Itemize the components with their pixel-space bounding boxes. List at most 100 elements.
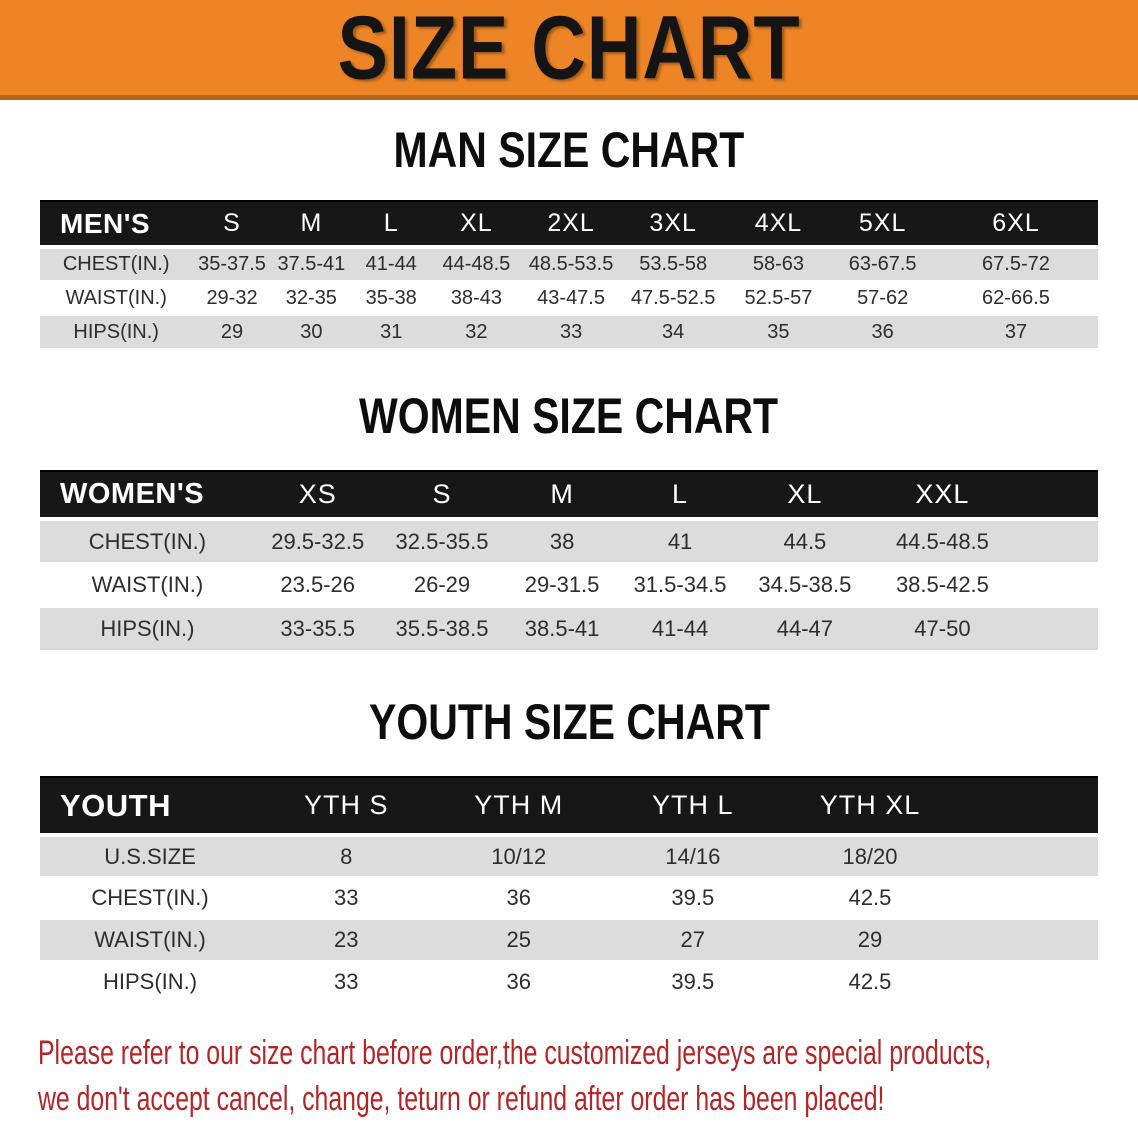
measurement-cell: 33 bbox=[260, 877, 433, 919]
measurement-cell: 39.5 bbox=[604, 877, 781, 919]
measurement-cell: 23.5-26 bbox=[254, 563, 381, 607]
size-column-header: 6XL bbox=[933, 200, 1098, 249]
measurement-cell: 41 bbox=[620, 519, 740, 563]
measurement-cell: 34.5-38.5 bbox=[739, 563, 871, 607]
measurement-cell: 44.5 bbox=[739, 519, 871, 563]
women-section-heading-text: WOMEN SIZE CHART bbox=[359, 388, 779, 444]
measurement-cell: 32.5-35.5 bbox=[380, 519, 504, 563]
measurement-cell: 47-50 bbox=[870, 607, 1015, 651]
measurement-cell: 33 bbox=[260, 961, 433, 1003]
measurement-cell: 29 bbox=[780, 919, 960, 961]
youth-size-table: YOUTH YTH S YTH M YTH L YTH XL U.S.SIZE 8 10/12… bbox=[40, 776, 1098, 1004]
policy-note-line-2: we don't accept cancel, change, teturn o… bbox=[38, 1080, 885, 1118]
youth-section-heading: YOUTH SIZE CHART bbox=[0, 696, 1138, 748]
size-column-header: M bbox=[503, 470, 621, 521]
measurement-cell: 38-43 bbox=[431, 281, 522, 315]
row-label: HIPS(IN.) bbox=[40, 961, 261, 1003]
men-section-heading-text: MAN SIZE CHART bbox=[393, 122, 745, 178]
measurement-cell: 37 bbox=[933, 315, 1098, 349]
spacer-cell bbox=[959, 877, 1098, 919]
spacer-cell bbox=[959, 961, 1098, 1003]
measurement-cell: 35-38 bbox=[351, 281, 432, 315]
measurement-cell: 25 bbox=[432, 919, 605, 961]
measurement-cell: 18/20 bbox=[780, 835, 960, 877]
page-title: SIZE CHART bbox=[337, 0, 801, 98]
measurement-cell: 27 bbox=[604, 919, 781, 961]
measurement-cell: 48.5-53.5 bbox=[521, 247, 621, 281]
measurement-cell: 31 bbox=[351, 315, 432, 349]
women-size-section: WOMEN SIZE CHART WOMEN'S XS S M L XL XXL CHEST(… bbox=[0, 390, 1138, 652]
size-column-header: L bbox=[620, 470, 740, 521]
size-column-header: 2XL bbox=[521, 200, 621, 249]
spacer-cell bbox=[1014, 563, 1098, 607]
measurement-cell: 67.5-72 bbox=[933, 247, 1098, 281]
measurement-cell: 44.5-48.5 bbox=[870, 519, 1015, 563]
measurement-cell: 32 bbox=[431, 315, 522, 349]
measurement-cell: 8 bbox=[260, 835, 433, 877]
size-header-row: WOMEN'S XS S M L XL XXL bbox=[40, 470, 1098, 521]
measurement-row: HIPS(IN.) 33 36 39.5 42.5 bbox=[40, 961, 1098, 1003]
measurement-cell: 47.5-52.5 bbox=[620, 281, 726, 315]
size-header-row: YOUTH YTH S YTH M YTH L YTH XL bbox=[40, 776, 1098, 837]
row-label: CHEST(IN.) bbox=[40, 247, 193, 281]
measurement-cell: 57-62 bbox=[831, 281, 934, 315]
women-size-table: WOMEN'S XS S M L XL XXL CHEST(IN.) 29.5-32.5 32.5… bbox=[40, 470, 1098, 652]
row-label: CHEST(IN.) bbox=[40, 877, 261, 919]
measurement-cell: 44-48.5 bbox=[431, 247, 522, 281]
measurement-cell: 31.5-34.5 bbox=[620, 563, 740, 607]
size-column-header: XL bbox=[739, 470, 871, 521]
row-label: HIPS(IN.) bbox=[40, 315, 193, 349]
youth-size-section: YOUTH SIZE CHART YOUTH YTH S YTH M YTH L YTH… bbox=[0, 696, 1138, 1004]
measurement-cell: 53.5-58 bbox=[620, 247, 726, 281]
measurement-row: WAIST(IN.) 23.5-26 26-29 29-31.5 31.5-34.5 34… bbox=[40, 563, 1098, 607]
measurement-cell: 37.5-41 bbox=[271, 247, 352, 281]
size-column-header: S bbox=[380, 470, 504, 521]
measurement-row: HIPS(IN.) 29 30 31 32 33 34 35 36 37 bbox=[40, 315, 1098, 349]
measurement-cell: 38 bbox=[503, 519, 621, 563]
measurement-row: U.S.SIZE 8 10/12 14/16 18/20 bbox=[40, 835, 1098, 877]
size-column-header: YTH M bbox=[432, 776, 605, 837]
youth-section-heading-text: YOUTH SIZE CHART bbox=[368, 694, 770, 750]
size-column-header: XXL bbox=[870, 470, 1015, 521]
size-column-header: L bbox=[351, 200, 432, 249]
size-column-header: YTH L bbox=[604, 776, 781, 837]
size-header-row: MEN'S S M L XL 2XL 3XL 4XL 5XL 6XL bbox=[40, 200, 1098, 249]
measurement-cell: 36 bbox=[432, 877, 605, 919]
size-column-header: XL bbox=[431, 200, 522, 249]
measurement-cell: 63-67.5 bbox=[831, 247, 934, 281]
spacer-column-header bbox=[959, 776, 1098, 837]
size-column-header: 3XL bbox=[620, 200, 726, 249]
spacer-cell bbox=[1014, 519, 1098, 563]
measurement-cell: 35-37.5 bbox=[192, 247, 272, 281]
measurement-cell: 29.5-32.5 bbox=[254, 519, 381, 563]
measurement-cell: 38.5-41 bbox=[503, 607, 621, 651]
measurement-cell: 42.5 bbox=[780, 961, 960, 1003]
spacer-column-header bbox=[1014, 470, 1098, 521]
men-size-table: MEN'S S M L XL 2XL 3XL 4XL 5XL 6XL CHEST(IN.) 35-37… bbox=[40, 200, 1098, 350]
measurement-cell: 34 bbox=[620, 315, 726, 349]
size-column-header: M bbox=[271, 200, 352, 249]
measurement-cell: 33 bbox=[521, 315, 621, 349]
measurement-cell: 39.5 bbox=[604, 961, 781, 1003]
policy-note-line-1: Please refer to our size chart before or… bbox=[38, 1034, 992, 1072]
measurement-cell: 26-29 bbox=[380, 563, 504, 607]
row-label: CHEST(IN.) bbox=[40, 519, 255, 563]
measurement-cell: 33-35.5 bbox=[254, 607, 381, 651]
measurement-cell: 36 bbox=[432, 961, 605, 1003]
measurement-cell: 52.5-57 bbox=[725, 281, 832, 315]
row-label: HIPS(IN.) bbox=[40, 607, 255, 651]
measurement-row: CHEST(IN.) 33 36 39.5 42.5 bbox=[40, 877, 1098, 919]
measurement-cell: 36 bbox=[831, 315, 934, 349]
table-label-header: WOMEN'S bbox=[40, 470, 255, 521]
size-column-header: YTH XL bbox=[780, 776, 960, 837]
size-column-header: YTH S bbox=[260, 776, 433, 837]
size-column-header: 4XL bbox=[725, 200, 832, 249]
measurement-cell: 42.5 bbox=[780, 877, 960, 919]
measurement-cell: 35 bbox=[725, 315, 832, 349]
measurement-cell: 29-32 bbox=[192, 281, 272, 315]
men-size-section: MAN SIZE CHART MEN'S S M L XL 2XL 3XL 4XL 5XL 6XL… bbox=[0, 124, 1138, 350]
measurement-row: WAIST(IN.) 29-32 32-35 35-38 38-43 43-47.5 47.… bbox=[40, 281, 1098, 315]
measurement-cell: 41-44 bbox=[620, 607, 740, 651]
measurement-cell: 38.5-42.5 bbox=[870, 563, 1015, 607]
measurement-cell: 14/16 bbox=[604, 835, 781, 877]
